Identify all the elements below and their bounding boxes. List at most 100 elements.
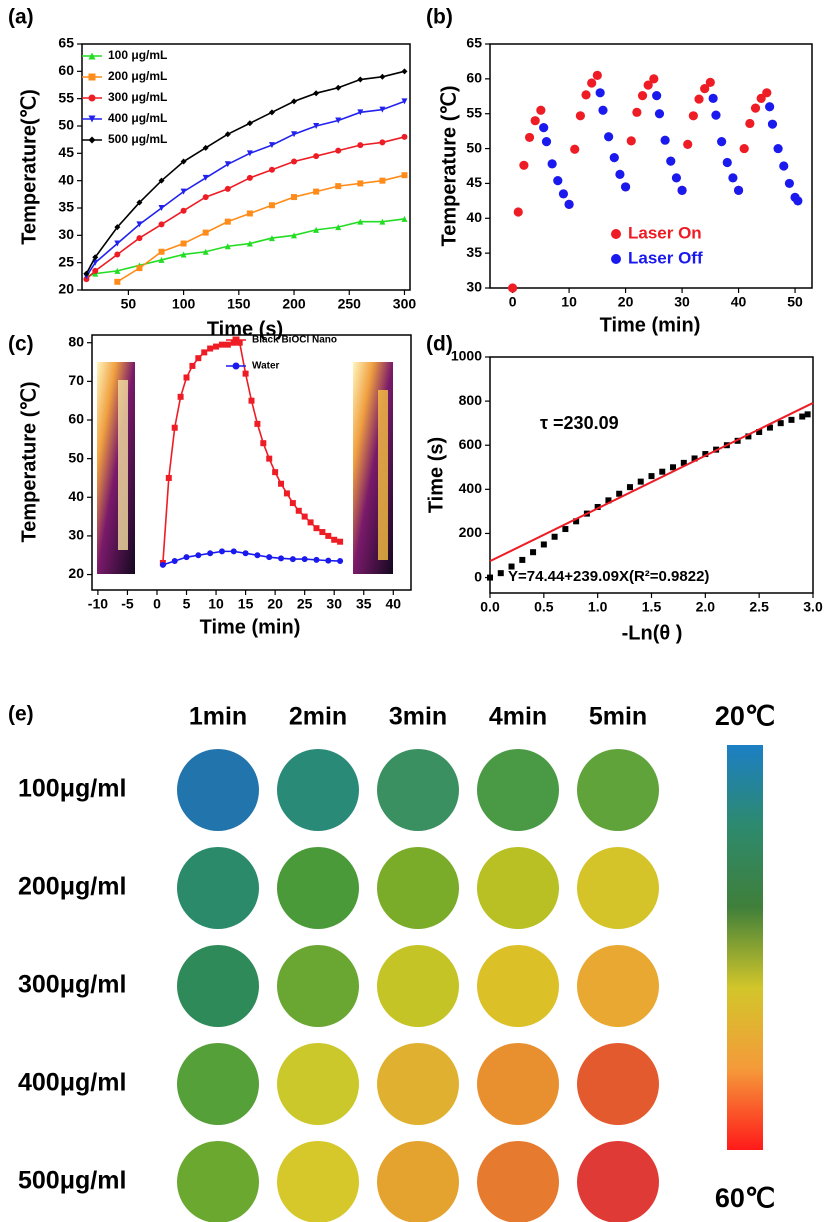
x-tick-label: 1.5 <box>642 599 662 615</box>
data-point <box>92 268 98 274</box>
x-tick-label: 1.0 <box>588 599 608 615</box>
data-point <box>539 123 548 132</box>
well <box>177 749 259 831</box>
row-label: 400μg/ml <box>18 1069 126 1097</box>
data-point <box>762 88 771 97</box>
well <box>277 749 359 831</box>
data-point <box>195 355 201 361</box>
data-point <box>249 398 255 404</box>
well <box>177 1043 259 1125</box>
legend-marker <box>89 74 96 81</box>
data-point <box>172 558 178 564</box>
data-point <box>627 136 636 145</box>
x-tick-label: 10 <box>561 294 577 310</box>
data-point <box>779 161 788 170</box>
data-point <box>596 88 605 97</box>
data-point <box>284 490 290 496</box>
y-tick-label: 50 <box>58 117 74 133</box>
data-point <box>114 251 120 257</box>
y-axis-title: Temperature(℃) <box>18 89 40 244</box>
well <box>377 749 459 831</box>
x-tick-label: 0.0 <box>480 599 500 615</box>
data-point <box>570 145 579 154</box>
legend-label: 500 μg/mL <box>108 132 167 146</box>
x-tick-label: 20 <box>267 596 283 612</box>
well <box>277 1043 359 1125</box>
panel-label: (c) <box>8 333 34 356</box>
data-point <box>799 414 805 420</box>
data-point <box>379 178 385 184</box>
data-point <box>379 139 385 145</box>
panel-label: (d) <box>426 333 453 356</box>
y-tick-label: 55 <box>58 89 74 105</box>
x-axis-title: Time (min) <box>200 616 301 638</box>
data-point <box>587 78 596 87</box>
data-point <box>514 207 523 216</box>
y-tick-label: 45 <box>466 174 482 190</box>
legend-marker <box>233 337 240 344</box>
legend-label: 200 μg/mL <box>108 69 167 83</box>
legend-marker <box>611 254 621 264</box>
data-point <box>357 180 363 186</box>
x-tick-label: 2.5 <box>749 599 769 615</box>
well <box>377 945 459 1027</box>
data-point <box>136 265 142 271</box>
data-point <box>290 556 296 562</box>
data-point <box>136 235 142 241</box>
data-point <box>709 94 718 103</box>
x-tick-label: 50 <box>121 296 137 312</box>
data-point <box>269 109 275 115</box>
x-axis-title: -Ln(θ ) <box>622 622 683 644</box>
series-line <box>163 551 340 565</box>
x-tick-label: 300 <box>393 296 417 312</box>
legend-label: Water <box>252 361 280 372</box>
data-point <box>254 421 260 427</box>
x-tick-label: 15 <box>238 596 254 612</box>
row-label: 100μg/ml <box>18 775 126 803</box>
column-label: 2min <box>289 703 347 731</box>
legend-marker <box>233 363 240 370</box>
x-tick-label: 5 <box>183 596 191 612</box>
data-point <box>313 153 319 159</box>
data-point <box>269 202 275 208</box>
data-point <box>272 469 278 475</box>
y-tick-label: 45 <box>58 144 74 160</box>
well <box>577 749 659 831</box>
y-tick-label: 0 <box>474 568 482 584</box>
data-point <box>159 249 165 255</box>
well <box>177 1141 259 1222</box>
colorbar <box>727 745 763 1150</box>
y-tick-label: 20 <box>68 565 84 581</box>
y-tick-label: 40 <box>58 171 74 187</box>
data-point <box>325 533 331 539</box>
series-line <box>490 403 813 561</box>
well <box>377 1141 459 1222</box>
data-point <box>661 136 670 145</box>
data-point <box>203 230 209 236</box>
y-tick-label: 70 <box>68 372 84 388</box>
data-point <box>711 111 720 120</box>
data-point <box>728 173 737 182</box>
data-point <box>706 78 715 87</box>
well <box>577 1141 659 1222</box>
data-point <box>203 194 209 200</box>
x-tick-label: -5 <box>121 596 134 612</box>
x-tick-label: 10 <box>208 596 224 612</box>
y-tick-label: 35 <box>58 199 74 215</box>
data-point <box>765 102 774 111</box>
data-point <box>266 456 272 462</box>
data-point <box>677 186 686 195</box>
x-tick-label: 150 <box>227 296 251 312</box>
data-point <box>559 189 568 198</box>
well <box>477 1141 559 1222</box>
x-tick-label: 30 <box>674 294 690 310</box>
data-point <box>172 425 178 431</box>
data-point <box>231 548 237 554</box>
data-point <box>313 189 319 195</box>
data-point <box>598 106 607 115</box>
well <box>277 847 359 929</box>
data-point <box>745 119 754 128</box>
data-point <box>357 77 363 83</box>
data-point <box>751 104 760 113</box>
data-point <box>337 539 343 545</box>
